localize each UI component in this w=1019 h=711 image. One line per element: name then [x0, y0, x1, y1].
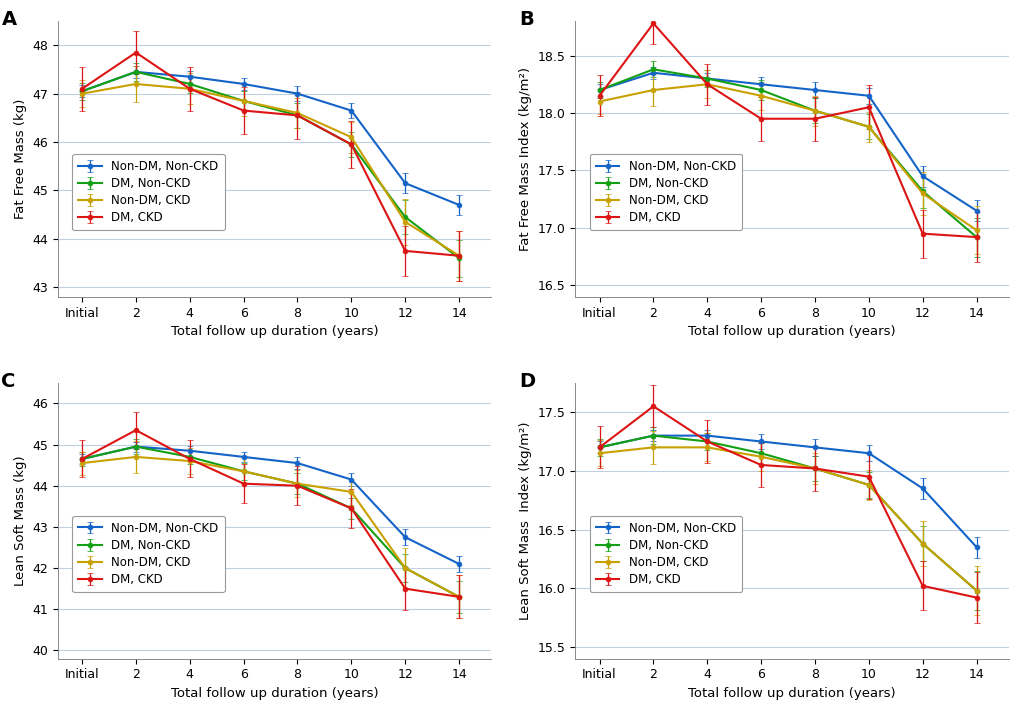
X-axis label: Total follow up duration (years): Total follow up duration (years)	[170, 687, 378, 700]
Y-axis label: Fat Free Mass Index (kg/m²): Fat Free Mass Index (kg/m²)	[519, 67, 532, 251]
X-axis label: Total follow up duration (years): Total follow up duration (years)	[688, 325, 895, 338]
Legend: Non-DM, Non-CKD, DM, Non-CKD, Non-DM, CKD, DM, CKD: Non-DM, Non-CKD, DM, Non-CKD, Non-DM, CK…	[72, 515, 224, 592]
Text: C: C	[1, 372, 16, 391]
Y-axis label: Lean Soft Mass (kg): Lean Soft Mass (kg)	[13, 456, 26, 586]
Text: B: B	[519, 10, 533, 29]
Legend: Non-DM, Non-CKD, DM, Non-CKD, Non-DM, CKD, DM, CKD: Non-DM, Non-CKD, DM, Non-CKD, Non-DM, CK…	[589, 154, 741, 230]
X-axis label: Total follow up duration (years): Total follow up duration (years)	[170, 325, 378, 338]
Text: D: D	[519, 372, 535, 391]
Legend: Non-DM, Non-CKD, DM, Non-CKD, Non-DM, CKD, DM, CKD: Non-DM, Non-CKD, DM, Non-CKD, Non-DM, CK…	[72, 154, 224, 230]
Y-axis label: Lean Soft Mass  Index (kg/m²): Lean Soft Mass Index (kg/m²)	[519, 422, 532, 620]
Legend: Non-DM, Non-CKD, DM, Non-CKD, Non-DM, CKD, DM, CKD: Non-DM, Non-CKD, DM, Non-CKD, Non-DM, CK…	[589, 515, 741, 592]
Text: A: A	[1, 10, 16, 29]
Y-axis label: Fat Free Mass (kg): Fat Free Mass (kg)	[13, 99, 26, 219]
X-axis label: Total follow up duration (years): Total follow up duration (years)	[688, 687, 895, 700]
